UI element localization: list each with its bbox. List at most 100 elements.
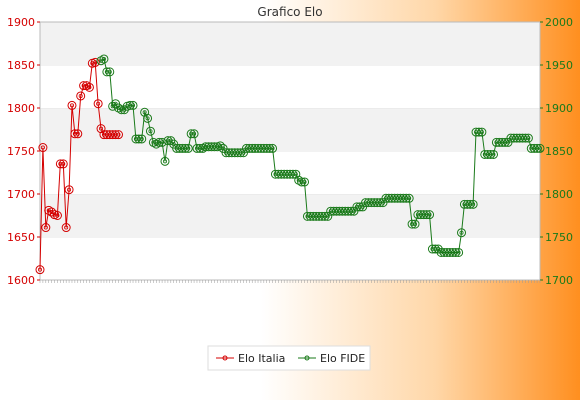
data-point-ring bbox=[180, 143, 190, 153]
data-point-core bbox=[139, 136, 144, 141]
data-point-ring bbox=[55, 159, 65, 169]
data-point-core bbox=[145, 116, 150, 121]
data-point-ring bbox=[44, 205, 54, 215]
data-point-ring bbox=[113, 103, 123, 113]
data-point-ring bbox=[523, 133, 533, 143]
data-point-ring bbox=[82, 81, 92, 91]
data-point-core bbox=[302, 179, 307, 184]
data-point-ring bbox=[183, 143, 193, 153]
data-point-ring bbox=[294, 175, 304, 185]
data-point-ring bbox=[323, 211, 333, 221]
data-point-elo-italia bbox=[93, 99, 103, 109]
data-point-ring bbox=[465, 199, 475, 209]
data-point-ring bbox=[105, 67, 115, 77]
data-point-ring bbox=[401, 193, 411, 203]
data-point-ring bbox=[236, 148, 246, 158]
data-point-elo-fide bbox=[215, 141, 225, 151]
legend-label-elo-italia: Elo Italia bbox=[238, 352, 285, 365]
legend-item-elo-fide[interactable]: Elo FIDE bbox=[298, 352, 365, 365]
data-point-core bbox=[49, 210, 54, 215]
data-point-core bbox=[192, 131, 197, 136]
legend-box bbox=[207, 345, 371, 371]
data-point-elo-fide bbox=[488, 149, 498, 159]
right-tick-label: 2000 bbox=[545, 16, 573, 29]
data-point-ring bbox=[288, 169, 298, 179]
data-point-ring bbox=[70, 129, 80, 139]
data-point-ring bbox=[300, 177, 310, 187]
data-point-ring bbox=[404, 193, 414, 203]
data-point-core bbox=[325, 214, 330, 219]
legend-marker-elo-fide bbox=[304, 355, 310, 361]
data-point-elo-fide bbox=[137, 134, 147, 144]
data-point-ring bbox=[143, 113, 153, 123]
data-point-elo-fide bbox=[410, 219, 420, 229]
data-point-core bbox=[78, 93, 83, 98]
data-point-ring bbox=[90, 57, 100, 67]
data-point-ring bbox=[375, 198, 385, 208]
series-layer bbox=[35, 54, 545, 275]
data-point-ring bbox=[52, 211, 62, 220]
data-point-elo-fide bbox=[535, 143, 545, 153]
data-point-core bbox=[107, 69, 112, 74]
data-point-elo-italia bbox=[61, 223, 71, 233]
data-point-ring bbox=[422, 210, 432, 220]
data-point-core bbox=[538, 146, 543, 151]
data-point-ring bbox=[73, 129, 83, 139]
grid-band bbox=[40, 65, 540, 108]
data-point-ring bbox=[291, 169, 301, 179]
data-point-core bbox=[160, 140, 165, 145]
data-point-elo-italia bbox=[67, 100, 77, 110]
data-point-elo-italia bbox=[113, 130, 123, 140]
data-point-ring bbox=[79, 81, 89, 91]
data-point-core bbox=[43, 225, 48, 230]
data-point-ring bbox=[102, 67, 112, 77]
data-point-ring bbox=[160, 156, 170, 166]
data-point-core bbox=[471, 202, 476, 207]
data-point-elo-fide bbox=[425, 210, 435, 220]
data-point-ring bbox=[157, 137, 167, 147]
data-point-ring bbox=[137, 134, 147, 144]
data-point-elo-fide bbox=[468, 199, 478, 209]
data-point-ring bbox=[140, 107, 150, 117]
data-point-ring bbox=[189, 129, 199, 139]
data-point-core bbox=[116, 132, 121, 137]
legend-item-elo-italia[interactable]: Elo Italia bbox=[216, 352, 285, 365]
data-point-elo-fide bbox=[128, 100, 138, 110]
right-tick-label: 1950 bbox=[545, 59, 573, 72]
data-point-ring bbox=[64, 185, 74, 195]
data-point-core bbox=[75, 131, 80, 136]
data-point-ring bbox=[38, 143, 48, 153]
data-point-core bbox=[293, 172, 298, 177]
data-point-elo-fide bbox=[183, 143, 193, 153]
data-point-core bbox=[64, 225, 69, 230]
data-point-ring bbox=[477, 127, 487, 137]
data-point-core bbox=[407, 196, 412, 201]
grid-band bbox=[40, 237, 540, 280]
data-point-ring bbox=[96, 56, 106, 66]
data-point-core bbox=[40, 145, 45, 150]
data-point-ring bbox=[99, 54, 109, 64]
data-point-ring bbox=[125, 100, 135, 110]
data-point-core bbox=[162, 159, 167, 164]
left-tick-label: 1700 bbox=[7, 188, 35, 201]
legend-marker-elo-italia bbox=[222, 355, 228, 361]
data-point-ring bbox=[84, 82, 94, 92]
data-point-core bbox=[148, 129, 153, 134]
data-point-elo-fide bbox=[145, 126, 155, 136]
data-point-elo-fide bbox=[189, 129, 199, 139]
data-point-elo-italia bbox=[84, 82, 94, 92]
data-point-elo-fide bbox=[477, 127, 487, 137]
data-point-ring bbox=[520, 133, 530, 143]
data-point-ring bbox=[474, 127, 484, 137]
chart-title: Grafico Elo bbox=[257, 5, 322, 19]
data-point-elo-fide bbox=[268, 143, 278, 153]
data-point-elo-italia bbox=[35, 265, 45, 275]
grid-band bbox=[40, 22, 540, 65]
data-point-core bbox=[96, 101, 101, 106]
data-point-ring bbox=[128, 100, 138, 110]
data-point-ring bbox=[297, 177, 307, 187]
data-point-core bbox=[491, 152, 496, 157]
right-tick-label: 1800 bbox=[545, 188, 573, 201]
data-point-ring bbox=[108, 101, 118, 111]
